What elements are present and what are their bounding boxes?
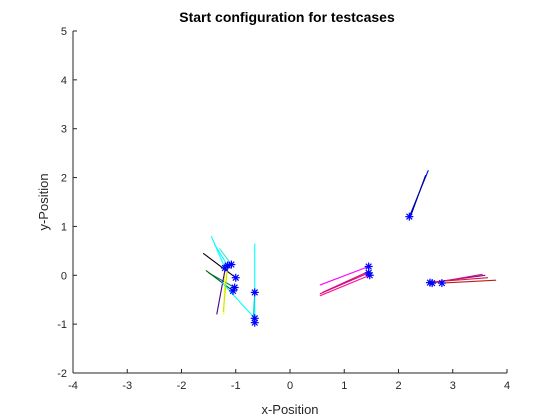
point-6 <box>250 288 259 297</box>
x-tick-label-4: 0 <box>287 380 293 392</box>
point-5 <box>229 286 238 295</box>
y-tick-label-6: 4 <box>61 75 67 87</box>
point-15 <box>437 279 446 288</box>
y-tick-label-0: -2 <box>57 368 67 380</box>
y-tick-label-5: 3 <box>61 124 67 136</box>
segment-20 <box>441 279 497 284</box>
segment-12 <box>319 265 369 286</box>
segment-3 <box>202 252 237 279</box>
point-8 <box>250 318 259 327</box>
y-axis-label: y-Position <box>36 173 51 230</box>
axes: -4 -3 -2 -1 0 1 2 3 4 -2 -1 0 1 2 3 4 5 <box>57 26 510 392</box>
plot-area <box>202 170 497 327</box>
x-tick-label-0: -4 <box>68 380 78 392</box>
segment-17 <box>409 174 427 217</box>
point-12 <box>405 212 414 221</box>
chart-title: Start configuration for testcases <box>179 9 395 25</box>
x-tick-label-6: 2 <box>395 380 401 392</box>
point-3 <box>231 273 240 282</box>
point-14 <box>428 279 437 288</box>
x-tick-label-2: -2 <box>177 380 187 392</box>
point-2 <box>227 260 236 269</box>
point-11 <box>365 271 374 280</box>
point-9 <box>364 262 373 271</box>
x-tick-label-7: 3 <box>450 380 456 392</box>
y-tick-label-4: 2 <box>61 173 67 185</box>
y-tick-label-1: -1 <box>57 319 67 331</box>
y-tick-label-7: 5 <box>61 26 67 38</box>
x-tick-label-3: -1 <box>231 380 241 392</box>
y-tick-label-3: 1 <box>61 221 67 233</box>
x-tick-label-5: 1 <box>341 380 347 392</box>
y-tick-label-2: 0 <box>61 270 67 282</box>
segment-9 <box>221 282 256 319</box>
point-1 <box>220 263 229 272</box>
x-tick-label-8: 4 <box>504 380 510 392</box>
segment-5 <box>205 269 234 292</box>
x-tick-label-1: -3 <box>122 380 132 392</box>
segment-1 <box>213 243 229 266</box>
segment-15 <box>322 270 369 293</box>
segment-0 <box>210 235 226 269</box>
segment-7 <box>222 265 229 312</box>
segment-8 <box>216 270 226 315</box>
segment-14 <box>319 274 370 297</box>
x-axis-label: x-Position <box>261 402 318 417</box>
